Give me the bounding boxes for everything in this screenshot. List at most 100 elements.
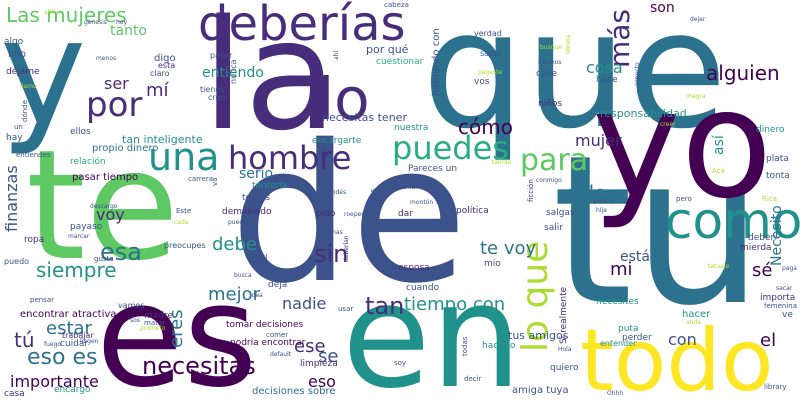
word-nunca: nunca	[229, 59, 238, 84]
word-entiendes: entiendes	[16, 151, 51, 159]
word-paga: paga	[782, 265, 797, 272]
word-para: para	[520, 143, 589, 178]
word-tiempo-con: tiempo con	[404, 294, 506, 315]
word-policia: policía	[594, 198, 614, 205]
word-mas-2: mas	[330, 229, 343, 236]
word-un: un	[14, 123, 23, 131]
word-sacar: sacar	[776, 285, 793, 292]
word-cuando: cuando	[406, 283, 440, 293]
word-pido: pido	[316, 209, 336, 219]
word-la: la	[202, 0, 338, 164]
word-sos: sos	[130, 317, 140, 324]
word-mi: mi	[610, 259, 633, 280]
word-ninos: niños	[538, 99, 563, 109]
word-hagas: hagas	[369, 188, 377, 210]
word-fuego: fuego	[44, 341, 62, 348]
word-vos: vos	[474, 77, 490, 87]
word-cada: cada	[174, 219, 189, 226]
word-idea: idea	[250, 292, 263, 299]
word-importa: importa	[760, 293, 796, 303]
word-como-acc: cómo	[458, 115, 513, 139]
word-aspecto: aspecto	[634, 62, 641, 86]
word-pueda: pueda	[228, 219, 247, 226]
word-creer: creer	[660, 121, 676, 128]
word-machos: machos	[538, 59, 562, 66]
word-el: el	[760, 330, 777, 351]
word-menos: menos	[96, 55, 117, 62]
word-hablando-con: hablando con	[431, 28, 442, 96]
word-hoy: hoy	[116, 19, 128, 26]
word-vamos: vamos	[118, 301, 145, 310]
word-relacion: relación	[70, 157, 106, 167]
word-ese: ese	[294, 336, 326, 357]
word-sin: sin	[314, 240, 349, 268]
word-tanto: tanto	[110, 23, 147, 39]
word-busca: busca	[234, 272, 252, 279]
word-saber: saber	[480, 49, 503, 58]
word-decir: decir	[464, 375, 482, 383]
word-todo: todo	[580, 311, 774, 400]
word-entiendo: entiendo	[202, 65, 264, 81]
word-cuidar: cuidar	[60, 339, 89, 349]
word-lo: lo	[318, 65, 370, 133]
word-puedo: puedo	[4, 257, 30, 266]
word-necesitas-tener: necesitas tener	[322, 111, 407, 124]
word-cabeza: cabeza	[384, 1, 409, 9]
word-esposa: esposa	[398, 263, 430, 273]
word-serio: serio	[239, 166, 274, 182]
word-pasar-tiempo: pasar tiempo	[72, 172, 139, 183]
word-roeper: roeper	[344, 211, 364, 218]
word-tonta: tonta	[766, 171, 790, 181]
word-mio: mío	[484, 259, 501, 269]
word-este: Este	[176, 207, 192, 215]
word-son: son	[650, 0, 675, 16]
word-tienes: tienes	[200, 85, 225, 94]
word-por: por	[86, 85, 143, 125]
word-deben: deben	[748, 233, 777, 243]
word-tatuaje: tatuaje	[708, 263, 730, 270]
word-hay: hay	[6, 133, 23, 143]
word-payaso: payaso	[70, 222, 103, 232]
word-pareces-un: Pareces un	[408, 164, 458, 174]
word-pensar: pensar	[30, 296, 55, 304]
word-aca: Aca	[712, 167, 725, 175]
word-papel: papel	[248, 253, 268, 261]
word-esta: está	[620, 249, 650, 265]
word-te: te	[26, 117, 180, 294]
word-algo: algo	[4, 37, 24, 47]
word-necesites: necesites	[596, 297, 639, 307]
word-temas: temas	[242, 193, 271, 203]
word-tonteria: tontería	[252, 181, 288, 191]
word-importante: importante	[10, 372, 99, 391]
word-soy: soy	[394, 359, 407, 367]
word-entender: entender	[600, 339, 637, 348]
word-amiga-tuya: amiga tuya	[512, 385, 569, 396]
word-nadie: nadie	[282, 294, 327, 313]
word-prometo: prometo	[140, 325, 166, 332]
word-ellos: ellos	[70, 127, 91, 137]
word-perder: perder	[622, 333, 652, 343]
word-con: con	[668, 330, 697, 349]
word-encontrar-atractiva: encontrar atractiva	[20, 309, 117, 320]
word-rica: Rica	[762, 195, 777, 203]
word-ohhh: Ohhh	[607, 390, 624, 397]
word-dejame: déjame	[6, 67, 40, 77]
word-demasiado: demasiado	[222, 207, 272, 217]
word-necesitas: necesitas	[142, 352, 256, 380]
word-tomar-decisiones: tomar decisiones	[226, 320, 304, 330]
word-ropa: ropa	[24, 235, 45, 245]
word-limpieza: limpieza	[300, 359, 338, 369]
word-deja: deja	[268, 280, 288, 290]
word-encargarte: encargarte	[312, 136, 362, 146]
word-tu-acc: tú	[14, 328, 35, 352]
word-deberias: deberías	[198, 0, 406, 52]
word-puedes: puedes	[392, 129, 509, 167]
word-ve: ve	[782, 310, 793, 320]
word-como: como	[665, 192, 800, 250]
word-alguien: alguien	[706, 61, 780, 85]
word-quiero: quiero	[550, 363, 579, 373]
word-estar: estar	[46, 318, 92, 339]
word-se-acc: sé	[752, 260, 773, 281]
word-las-mujeres: Las mujeres	[6, 3, 127, 27]
word-politica: política	[456, 206, 489, 216]
